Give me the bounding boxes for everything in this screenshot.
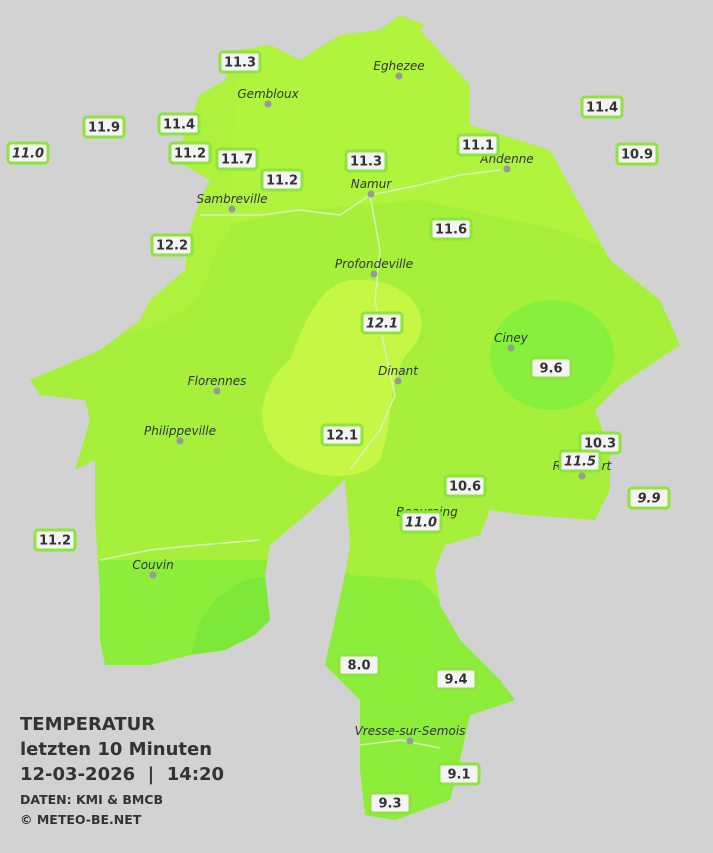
town-name: Namur [351,177,393,191]
station-value: 10.9 [621,148,653,163]
town-dot [507,344,515,352]
town-name: Florennes [188,374,247,388]
town-name: Gembloux [237,87,299,101]
town-dot [149,571,157,579]
town-dot [406,737,414,745]
station-value: 11.5 [564,455,596,470]
station-value: 9.3 [378,797,401,812]
map-datetime: 12-03-2026 | 14:20 [20,764,224,785]
town-name: Profondeville [335,257,413,271]
station-box [33,528,77,552]
town-dot [578,472,586,480]
station-value: 12.1 [326,429,358,444]
town-dot [228,205,236,213]
station-box [157,112,201,136]
town-dot [264,100,272,108]
station-box [615,142,659,166]
station-value: 9.9 [637,492,660,507]
zone-cool-ciney [490,300,614,410]
station-value: 11.3 [350,155,382,170]
station-box [558,449,602,473]
station-box [443,474,487,498]
town-dot [367,190,375,198]
town-dot [503,165,511,173]
station-value: 9.1 [447,768,470,783]
station-box [529,356,573,380]
station-box [260,168,304,192]
town-dot [213,387,221,395]
station-box [627,486,671,510]
station-box [6,141,50,165]
station-box [580,95,624,119]
station-box [215,147,259,171]
station-value: 11.2 [174,147,206,162]
station-box [82,115,126,139]
station-box [456,133,500,157]
station-value: 11.3 [224,56,256,71]
town-name: Dinant [378,364,419,378]
station-box [399,510,443,534]
station-value: 11.4 [586,101,618,116]
station-value: 9.6 [539,362,562,377]
map-copyright: © METEO-BE.NET [20,812,142,827]
station-value: 11.4 [163,118,195,133]
station-box [368,791,412,815]
station-box [429,217,473,241]
rivers [99,169,501,749]
station-value: 11.7 [221,153,253,168]
map-subtitle: letzten 10 Minuten [20,739,212,760]
station-value: 9.4 [444,673,467,688]
station-value: 11.0 [405,516,437,531]
station-box [168,141,212,165]
station-value: 11.2 [266,174,298,189]
town-name: Sambreville [196,192,267,206]
station-box [337,653,381,677]
station-box [360,311,404,335]
map-source: DATEN: KMI & BMCB [20,792,163,807]
zone-cool-south [30,560,680,820]
station-box [218,50,262,74]
station-value: 8.0 [347,659,370,674]
town-name: Vresse-sur-Semois [355,724,466,738]
town-name: Couvin [132,558,173,572]
station-value: 11.1 [462,139,494,154]
map-title: TEMPERATUR [20,714,155,735]
station-value: 12.1 [366,317,398,332]
town-dot [176,437,184,445]
station-value: 11.6 [435,223,467,238]
station-box [150,233,194,257]
station-box [344,149,388,173]
station-value: 12.2 [156,239,188,254]
town-name: Eghezee [373,59,424,73]
town-name: Philippeville [144,424,216,438]
town-name: Ciney [494,331,529,345]
station-value: 11.2 [39,534,71,549]
town-dot [370,270,378,278]
station-value: 10.6 [449,480,481,495]
town-dot [394,377,402,385]
station-box [320,423,364,447]
town-dot [395,72,403,80]
station-value: 11.0 [12,147,44,162]
station-value: 10.3 [584,437,616,452]
station-box [434,667,478,691]
station-box [437,762,481,786]
station-value: 11.9 [88,121,120,136]
